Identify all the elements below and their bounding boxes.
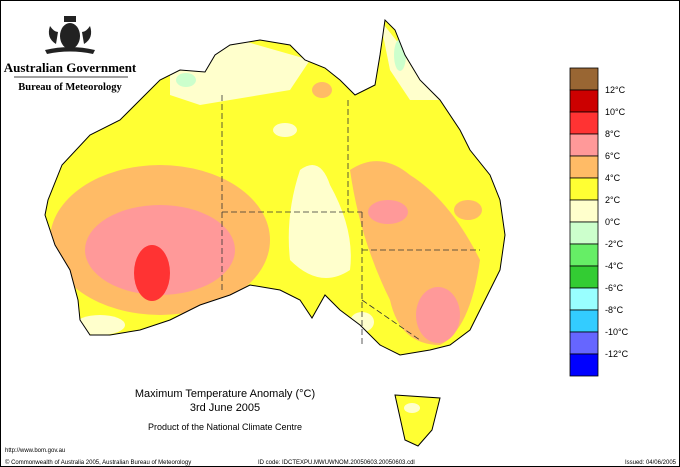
logo: Australian Government Bureau of Meteorol…: [4, 16, 137, 93]
map-title: Maximum Temperature Anomaly (°C): [135, 388, 315, 400]
id-code: ID code: IDCTEXPU.MWUWNOM.20050603.20050…: [258, 460, 415, 466]
legend-label: -8°C: [605, 305, 624, 315]
legend-label: 12°C: [605, 85, 626, 95]
legend-swatch: [569, 155, 599, 179]
legend-swatch: [569, 199, 599, 223]
legend-label: -2°C: [605, 239, 624, 249]
legend-label: 2°C: [605, 195, 621, 205]
legend-label: 4°C: [605, 173, 621, 183]
legend-swatch: [569, 243, 599, 267]
map-date: 3rd June 2005: [190, 402, 260, 414]
legend-label: -4°C: [605, 261, 624, 271]
bureau: Bureau of Meteorology: [18, 82, 122, 93]
legend-swatch: [569, 287, 599, 311]
issued: Issued: 04/06/2005: [625, 460, 677, 466]
legend-swatch: [569, 221, 599, 245]
legend-swatch: [569, 67, 599, 91]
legend-label: -10°C: [605, 327, 629, 337]
legend-label: 10°C: [605, 107, 626, 117]
copyright: © Commonwealth of Australia 2005, Austra…: [5, 459, 191, 466]
government: Australian Government: [4, 60, 137, 75]
legend-swatch: [569, 309, 599, 333]
legend-label: -12°C: [605, 349, 629, 359]
legend-label: -6°C: [605, 283, 624, 293]
legend-swatch: [569, 331, 599, 355]
legend-swatch: [569, 177, 599, 201]
legend-label: 6°C: [605, 151, 621, 161]
url[interactable]: http://www.bom.gov.au: [5, 448, 65, 454]
legend-label: 0°C: [605, 217, 621, 227]
product-note: Product of the National Climate Centre: [148, 422, 302, 432]
legend-swatch: [569, 133, 599, 157]
legend-swatch: [569, 265, 599, 289]
legend: 12°C 10°C 8°C 6°C 4°C 2°C 0°C -2°C -4°C -6°C -8°C -…: [569, 67, 629, 377]
legend-swatch: [569, 111, 599, 135]
legend-swatch: [569, 353, 599, 377]
legend-label: 8°C: [605, 129, 621, 139]
legend-swatch: [569, 89, 599, 113]
